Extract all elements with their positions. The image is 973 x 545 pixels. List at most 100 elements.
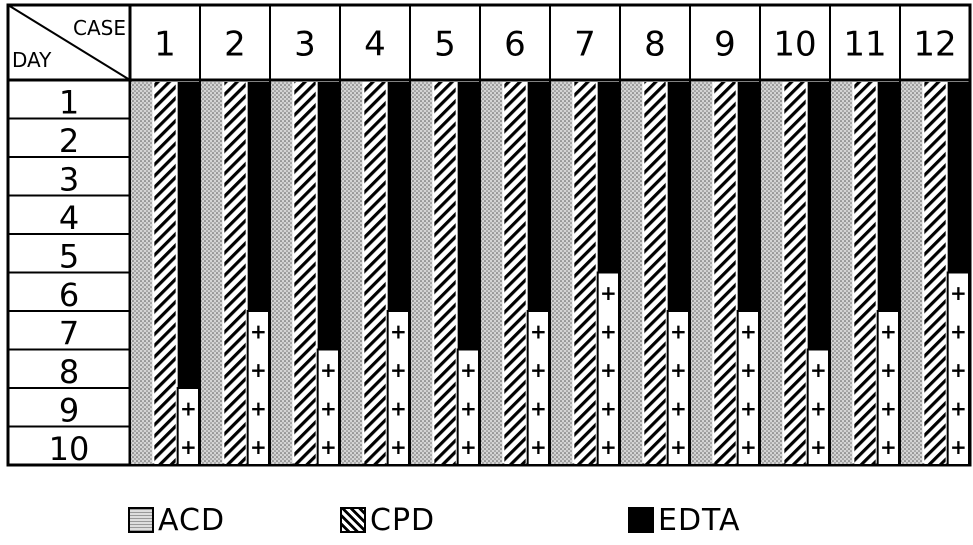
case-tick-label: 12 bbox=[913, 25, 956, 65]
bar-edta-positive bbox=[596, 271, 621, 466]
legend-label-cpd: CPD bbox=[370, 502, 436, 538]
bar-edta-positive bbox=[456, 348, 480, 466]
bar-acd bbox=[551, 82, 573, 464]
positive-marker: + bbox=[180, 435, 197, 459]
positive-marker: + bbox=[250, 396, 267, 420]
positive-marker: + bbox=[530, 396, 547, 420]
positive-marker: + bbox=[600, 396, 617, 420]
positive-marker: + bbox=[740, 435, 757, 459]
positive-marker: + bbox=[250, 358, 267, 382]
bar-acd bbox=[761, 82, 783, 464]
positive-marker: + bbox=[880, 358, 897, 382]
bar-acd bbox=[201, 82, 223, 464]
edta-swatch bbox=[628, 507, 654, 533]
case-tick-label: 11 bbox=[843, 25, 886, 65]
day-axis-label: DAY bbox=[12, 48, 52, 72]
bar-acd bbox=[341, 82, 363, 464]
bar-cpd bbox=[644, 82, 666, 464]
positive-marker: + bbox=[950, 358, 967, 382]
bar-acd bbox=[901, 82, 923, 464]
positive-marker: + bbox=[320, 358, 337, 382]
bar-cpd bbox=[574, 82, 596, 464]
bar-edta-positive bbox=[666, 310, 691, 466]
bar-edta bbox=[667, 82, 689, 311]
case-tick-label: 2 bbox=[224, 25, 246, 65]
bar-edta-positive bbox=[316, 348, 340, 466]
legend-label-edta: EDTA bbox=[658, 502, 741, 538]
bar-cpd bbox=[154, 82, 176, 464]
positive-marker: + bbox=[530, 319, 547, 343]
positive-marker: + bbox=[670, 319, 687, 343]
positive-marker: + bbox=[460, 358, 477, 382]
positive-marker: + bbox=[740, 358, 757, 382]
legend-item-acd: ACD bbox=[128, 500, 225, 540]
chart-svg: + + + + + + + + + + + + + + + + + + + + + + + + + + + + + + + + + + + + + + + +… bbox=[6, 3, 972, 468]
bar-acd bbox=[481, 82, 503, 464]
bar-cpd bbox=[924, 82, 946, 464]
positive-marker: + bbox=[320, 396, 337, 420]
day-tick-label: 1 bbox=[59, 84, 79, 122]
bar-edta-positive bbox=[806, 348, 831, 466]
day-tick-label: 9 bbox=[59, 392, 79, 430]
positive-marker: + bbox=[600, 281, 617, 305]
bar-edta bbox=[247, 82, 269, 311]
bar-cpd bbox=[224, 82, 246, 464]
positive-marker: + bbox=[390, 358, 407, 382]
positive-marker: + bbox=[950, 281, 967, 305]
bar-acd bbox=[411, 82, 433, 464]
positive-marker: + bbox=[600, 435, 617, 459]
bar-edta bbox=[457, 82, 479, 350]
bar-cpd bbox=[294, 82, 316, 464]
bar-edta bbox=[877, 82, 899, 311]
bar-edta-positive bbox=[946, 271, 971, 466]
positive-marker: + bbox=[390, 396, 407, 420]
bar-edta bbox=[527, 82, 549, 311]
day-tick-label: 8 bbox=[59, 353, 79, 391]
case-tick-label: 1 bbox=[154, 25, 176, 65]
bar-edta-positive bbox=[526, 310, 551, 466]
positive-marker: + bbox=[740, 396, 757, 420]
positive-marker: + bbox=[250, 435, 267, 459]
case-tick-label: 9 bbox=[714, 25, 736, 65]
bar-edta bbox=[597, 82, 619, 273]
bar-acd bbox=[621, 82, 643, 464]
positive-marker: + bbox=[600, 358, 617, 382]
bar-acd bbox=[831, 82, 853, 464]
positive-marker: + bbox=[670, 435, 687, 459]
positive-marker: + bbox=[390, 435, 407, 459]
bar-edta-positive bbox=[246, 310, 271, 466]
bar-edta bbox=[317, 82, 339, 350]
case-tick-label: 7 bbox=[574, 25, 596, 65]
case-tick-label: 6 bbox=[504, 25, 526, 65]
case-tick-label: 10 bbox=[773, 25, 816, 65]
day-tick-label: 2 bbox=[59, 122, 79, 160]
positive-marker: + bbox=[810, 396, 827, 420]
positive-marker: + bbox=[880, 319, 897, 343]
positive-marker: + bbox=[530, 435, 547, 459]
positive-marker: + bbox=[180, 396, 197, 420]
bar-cpd bbox=[364, 82, 386, 464]
positive-marker: + bbox=[600, 319, 617, 343]
positive-marker: + bbox=[950, 435, 967, 459]
corner-diagonal bbox=[7, 4, 131, 81]
day-tick-label: 10 bbox=[49, 430, 90, 468]
bar-edta-positive bbox=[386, 310, 410, 466]
positive-marker: + bbox=[740, 319, 757, 343]
legend-item-edta: EDTA bbox=[628, 500, 741, 540]
day-tick-label: 5 bbox=[59, 238, 79, 276]
positive-marker: + bbox=[250, 319, 267, 343]
bar-edta-positive bbox=[876, 310, 901, 466]
case-axis-label: CASE bbox=[73, 16, 126, 40]
positive-marker: + bbox=[950, 396, 967, 420]
case-tick-label: 8 bbox=[644, 25, 666, 65]
positive-marker: + bbox=[390, 319, 407, 343]
positive-marker: + bbox=[460, 435, 477, 459]
bar-acd bbox=[691, 82, 713, 464]
positive-marker: + bbox=[320, 435, 337, 459]
bar-edta-positive bbox=[176, 387, 201, 466]
day-tick-label: 6 bbox=[59, 276, 79, 314]
bar-acd bbox=[271, 82, 293, 464]
day-tick-label: 4 bbox=[59, 199, 79, 237]
positive-marker: + bbox=[810, 435, 827, 459]
bar-edta bbox=[177, 82, 199, 388]
